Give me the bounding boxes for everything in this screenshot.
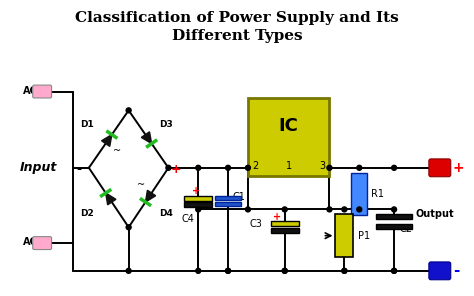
Text: R1: R1 <box>371 189 384 199</box>
Text: 2: 2 <box>252 161 258 171</box>
Circle shape <box>342 207 347 212</box>
Circle shape <box>392 268 397 273</box>
Text: D4: D4 <box>159 209 173 218</box>
Circle shape <box>342 268 347 273</box>
FancyBboxPatch shape <box>429 262 451 280</box>
Circle shape <box>282 207 287 212</box>
FancyBboxPatch shape <box>33 237 52 250</box>
Text: Output: Output <box>416 209 455 219</box>
Text: C2: C2 <box>399 224 412 234</box>
Circle shape <box>126 108 131 113</box>
Bar <box>336 214 353 257</box>
Circle shape <box>226 165 230 170</box>
Bar <box>215 196 241 200</box>
Bar <box>215 202 241 206</box>
Circle shape <box>392 207 397 212</box>
Bar <box>248 99 329 176</box>
Polygon shape <box>141 132 152 144</box>
Text: 3: 3 <box>319 161 326 171</box>
Bar <box>271 221 299 226</box>
Text: +: + <box>273 212 281 222</box>
Text: AC: AC <box>23 237 38 247</box>
Circle shape <box>196 268 201 273</box>
FancyBboxPatch shape <box>33 85 52 98</box>
Polygon shape <box>146 190 155 202</box>
Circle shape <box>282 268 287 273</box>
Text: +: + <box>192 186 201 196</box>
Text: P1: P1 <box>358 231 370 241</box>
Text: D1: D1 <box>80 120 94 129</box>
Text: +: + <box>453 161 465 175</box>
Text: C4: C4 <box>182 214 194 224</box>
Bar <box>376 214 412 219</box>
Circle shape <box>126 268 131 273</box>
Text: Input: Input <box>19 161 57 174</box>
Circle shape <box>392 165 397 170</box>
Bar <box>271 228 299 233</box>
Text: D2: D2 <box>80 209 94 218</box>
Text: -: - <box>453 263 459 278</box>
Text: Different Types: Different Types <box>172 29 302 43</box>
Text: C1: C1 <box>232 192 245 202</box>
Circle shape <box>246 165 250 170</box>
Bar <box>184 202 212 207</box>
Circle shape <box>327 207 332 212</box>
Text: -: - <box>76 163 82 176</box>
Circle shape <box>196 207 201 212</box>
Circle shape <box>392 268 397 273</box>
Text: D3: D3 <box>160 120 173 129</box>
Text: AC: AC <box>23 86 38 96</box>
Circle shape <box>327 165 332 170</box>
Circle shape <box>357 207 362 212</box>
Circle shape <box>226 268 230 273</box>
Circle shape <box>226 268 230 273</box>
Circle shape <box>126 225 131 230</box>
Circle shape <box>196 165 201 170</box>
Text: ~: ~ <box>137 180 145 190</box>
Circle shape <box>282 268 287 273</box>
Text: ~: ~ <box>113 146 121 156</box>
Text: +: + <box>171 163 182 176</box>
Circle shape <box>246 207 250 212</box>
Circle shape <box>357 165 362 170</box>
Bar <box>184 196 212 200</box>
FancyBboxPatch shape <box>429 159 451 177</box>
Circle shape <box>342 268 347 273</box>
Text: 1: 1 <box>286 161 292 171</box>
Text: Classification of Power Supply and Its: Classification of Power Supply and Its <box>75 11 399 25</box>
Circle shape <box>166 165 171 170</box>
Polygon shape <box>101 135 112 147</box>
Bar <box>376 224 412 229</box>
Bar <box>351 173 367 215</box>
Polygon shape <box>106 193 116 205</box>
Text: C3: C3 <box>250 219 263 229</box>
Text: IC: IC <box>279 117 299 134</box>
